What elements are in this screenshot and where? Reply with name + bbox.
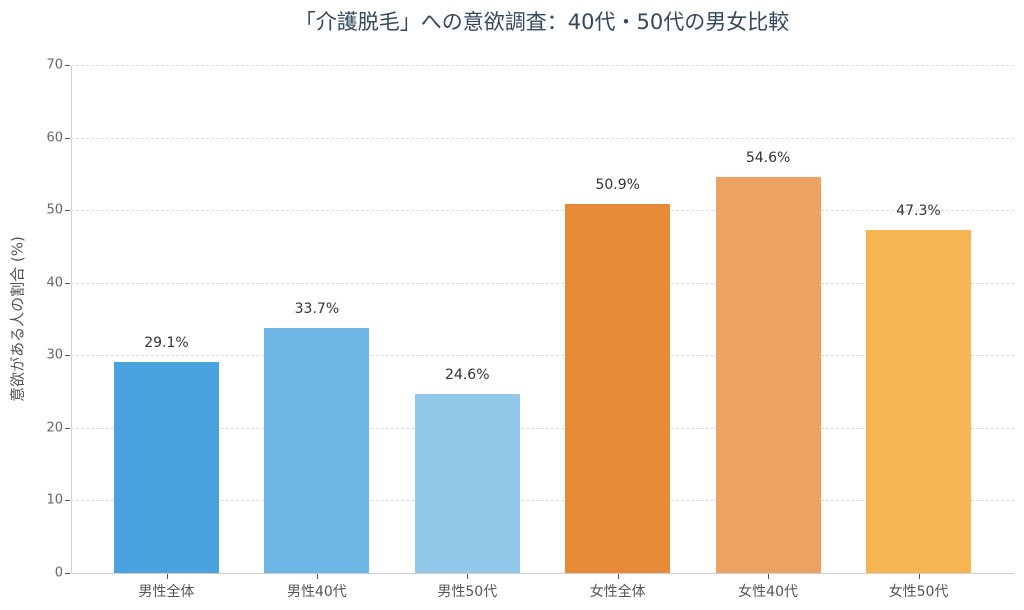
y-tick [65,210,70,212]
x-tick-label: 女性50代 [888,584,949,600]
y-tick [65,427,70,429]
y-tick [65,355,70,357]
chart-title: 「介護脱毛」への意欲調査：40代・50代の男女比較 [294,10,790,34]
x-tick [467,574,469,579]
gridline [71,210,1014,212]
gridline [71,427,1014,429]
x-tick-label: 女性全体 [589,584,646,600]
x-tick-label: 男性全体 [138,584,195,600]
y-tick [65,65,70,66]
bar-value-label: 54.6% [745,149,791,166]
bar [866,229,971,573]
x-tick-label: 女性40代 [738,584,798,600]
bar [414,394,520,573]
y-tick [65,573,70,574]
y-axis-line [71,65,72,574]
bar [264,328,370,573]
y-tick [65,137,70,139]
y-tick-label: 40 [46,275,63,291]
gridline [71,65,1014,66]
y-tick-label: 50 [46,202,63,218]
y-tick-label: 70 [46,57,63,73]
bar [565,203,671,573]
gridline [71,500,1014,502]
y-tick-label: 0 [54,565,63,581]
x-tick [617,574,619,579]
y-tick [65,500,70,502]
x-tick [768,574,770,579]
bar-value-label: 33.7% [294,301,340,318]
y-tick-label: 30 [46,347,63,363]
gridline [71,355,1014,357]
x-tick-label: 男性50代 [437,584,498,600]
x-tick [166,574,168,579]
y-tick-label: 60 [46,130,63,146]
bar-value-label: 50.9% [595,176,640,193]
bar [715,176,821,573]
plot-area: 0 10 20 30 40 50 60 70 29.1% 男性全体 33.7% 男性40代 24.6% 男… [46,58,1014,600]
gridline [71,137,1014,139]
x-tick [316,574,318,579]
bar-value-label: 29.1% [144,334,189,351]
gridline [71,282,1014,284]
bar [114,361,219,573]
x-tick-label: 男性40代 [286,584,347,600]
x-tick [918,574,920,579]
y-tick [65,282,70,284]
x-axis-line [71,573,1014,574]
y-tick-label: 10 [46,492,63,508]
y-tick-label: 20 [46,420,63,436]
y-axis-label: 意欲がある人の割合 (%) [8,236,27,402]
bar-value-label: 24.6% [445,367,490,384]
bar-value-label: 47.3% [896,202,941,219]
